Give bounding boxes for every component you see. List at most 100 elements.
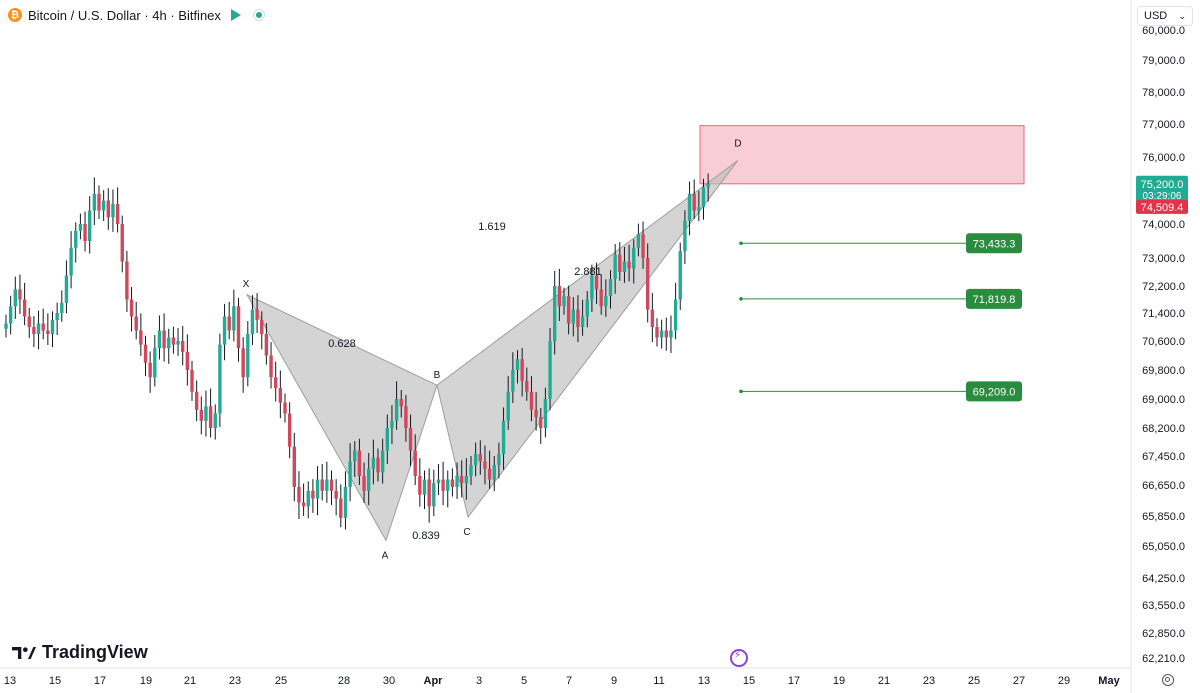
candle [520,347,524,397]
x-tick-label: 23 [923,675,935,687]
candle [36,310,41,350]
x-tick-label: 30 [383,675,395,687]
market-status-icon[interactable] [252,9,265,21]
target-line[interactable]: 73,433.3 [739,233,1022,254]
candle [576,295,580,343]
candle-series [4,173,710,530]
target-label: 69,209.0 [973,386,1016,398]
x-tick-label: 19 [833,675,845,687]
y-tick-label: 65,050.0 [1142,541,1185,553]
candle [236,297,241,362]
candle [557,268,562,322]
x-tick-label: 3 [476,675,482,687]
target-line[interactable]: 71,819.8 [739,288,1022,309]
candle [27,307,31,338]
candle [153,335,157,387]
currency-label: USD [1144,10,1168,22]
reversal-zone[interactable] [699,125,1025,185]
tradingview-logo[interactable]: TradingView [12,642,148,663]
candle [515,350,520,384]
reversal-zone-box[interactable] [699,125,1025,185]
candle [306,481,310,519]
candle [525,367,529,401]
time-axis[interactable]: 13 15 17 19 21 23 25 28 30 Apr 3 5 7 9 11 13 15 17 19 21 23 2… [0,667,1131,687]
y-tick-label: 78,000.0 [1142,87,1185,99]
candle [460,460,464,498]
candle [22,282,27,326]
candle [697,190,701,221]
pattern-triangle-bcd[interactable] [436,159,739,519]
candle [41,308,45,340]
candle [287,402,292,459]
candle [669,315,673,353]
x-tick-label: 15 [743,675,755,687]
target-label: 71,819.8 [973,294,1016,306]
candle [311,479,315,513]
candle [213,404,217,440]
candle [511,352,515,403]
bar-countdown: 03:29:06 [1143,191,1182,202]
currency-select[interactable]: USD ⌄ [1137,6,1193,26]
candle [427,468,431,523]
x-tick-label: 21 [184,675,196,687]
candle [125,250,129,312]
y-tick-label: 66,650.0 [1142,480,1185,492]
y-tick-label: 60,000.0 [1142,25,1185,37]
pattern-ratio: 1.619 [478,221,506,233]
symbol-header[interactable]: ₿ Bitcoin / U.S. Dollar · 4h · Bitfinex [8,6,265,24]
candle [181,325,185,366]
x-tick-label: 11 [653,675,664,687]
tradingview-icon [12,646,36,659]
candle [566,285,571,335]
candle [199,396,203,435]
candle [264,323,269,365]
y-tick-label: 72,200.0 [1142,281,1185,293]
candle [78,213,83,240]
candle [194,380,199,422]
candle [208,388,213,438]
target-badge[interactable] [966,233,1022,254]
candle [604,279,608,317]
candle [371,439,376,485]
target-lines[interactable]: 73,433.3 71,819.8 69,209.0 [739,233,1022,402]
y-tick-label: 68,200.0 [1142,423,1185,435]
last-price-tag: 75,200.003:29:06 [1136,175,1188,202]
candle [562,287,566,315]
price-axis[interactable]: 60,000.0 79,000.0 78,000.0 77,000.0 76,000.0… [1130,0,1185,693]
gear-icon[interactable] [1162,674,1174,686]
candle [627,244,631,282]
candle [701,178,706,220]
candle [580,299,585,336]
candle [501,407,506,470]
candle [492,456,496,492]
candle [650,293,655,343]
candle [46,313,50,345]
harmonic-pattern[interactable] [245,159,739,542]
target-badge[interactable] [966,288,1022,309]
y-tick-label: 63,550.0 [1142,600,1185,612]
x-tick-label: 21 [878,675,890,687]
x-tick-label: 17 [788,675,800,687]
pattern-point-x: X [243,279,250,290]
candle [190,360,194,401]
x-tick-label: 25 [968,675,980,687]
candle [534,392,538,431]
target-line[interactable]: 69,209.0 [739,381,1022,402]
pattern-triangle-xab[interactable] [245,293,438,542]
target-badge[interactable] [966,381,1022,402]
y-tick-label: 67,450.0 [1142,451,1185,463]
x-tick-label: 13 [698,675,710,687]
bitcoin-icon: ₿ [8,8,22,22]
x-tick-label: 15 [49,675,61,687]
pattern-ratio: 0.839 [412,530,440,542]
candle [292,432,296,502]
candle [473,442,478,477]
candle [343,471,348,530]
replay-icon[interactable] [730,649,748,667]
flag-icon[interactable] [230,9,241,21]
candle [115,187,120,233]
candle [483,445,487,485]
symbol-title[interactable]: Bitcoin / U.S. Dollar · 4h · Bitfinex [28,7,221,23]
